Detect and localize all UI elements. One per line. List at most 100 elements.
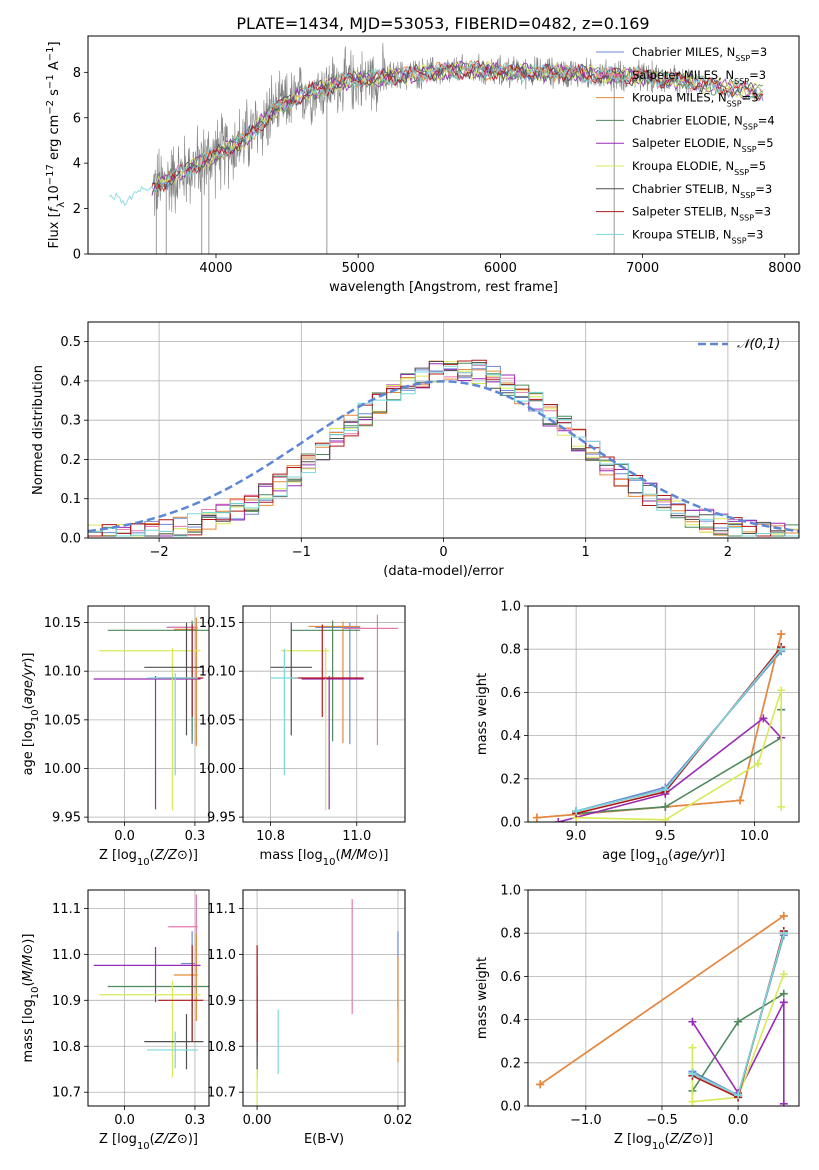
data-point: [753, 759, 762, 768]
y-axis-label: mass weight: [475, 673, 490, 755]
plot-area-residuals: [88, 359, 799, 537]
errorbar-salpeter-elodie: [301, 676, 364, 810]
x-tick-label: 5000: [342, 261, 375, 276]
y-axis-label: Normed distribution: [31, 365, 46, 495]
errorbar-salpeter-miles: [342, 614, 399, 746]
plot-area-massweight_vs_Z: [536, 911, 788, 1106]
y-tick-label: 4: [73, 157, 81, 172]
y-tick-label: 10.10: [199, 665, 236, 680]
y-tick-label: 10.9: [207, 994, 236, 1009]
series-salpeter-stelib: [572, 643, 786, 818]
y-tick-label: 10.7: [207, 1086, 236, 1101]
y-tick-label: 0.2: [60, 453, 81, 468]
figure-title: PLATE=1434, MJD=53053, FIBERID=0482, z=0…: [236, 14, 649, 33]
data-point: [779, 989, 788, 998]
axes-frame: [527, 889, 800, 1107]
data-point: [779, 1099, 788, 1106]
legend-entry: Kroupa STELIB, NSSP=3: [632, 227, 764, 245]
legend-entry: Chabrier ELODIE, NSSP=4: [632, 113, 775, 130]
y-tick-label: 1.0: [500, 600, 521, 615]
plot-area-mass_vs_Z: [93, 894, 209, 1078]
axes-frame: [242, 889, 406, 1107]
y-tick-label: 0.3: [60, 414, 81, 429]
errorbar-salpeter-elodie: [93, 676, 201, 810]
x-axis-label: (data-model)/error: [383, 564, 504, 579]
x-axis-label: Z [log10(Z/Z⊙)]: [99, 1132, 198, 1152]
x-axis-label: Z [log10(Z/Z⊙)]: [99, 848, 198, 868]
x-tick-label: −2: [150, 545, 169, 560]
errorbar-kroupa-stelib: [147, 1031, 198, 1069]
data-point: [661, 785, 670, 794]
axes-frame: [87, 889, 210, 1107]
legend-entry: Chabrier MILES, NSSP=3: [632, 45, 767, 63]
data-point: [734, 1017, 743, 1026]
plot-area-age_vs_Z: [93, 617, 209, 811]
series-kroupa-stelib: [688, 929, 788, 1100]
x-tick-label: 0.0: [728, 1113, 749, 1128]
data-point: [779, 998, 788, 1007]
axes-residuals: −2 −1 0 1 2 0.0 0.1 0.2 0.3 0.4 0.5 𝒩(0,1): [60, 321, 800, 560]
y-tick-label: 6: [73, 111, 81, 126]
data-point: [777, 802, 786, 811]
axes-frame: [87, 321, 800, 539]
y-tick-label: 0.1: [60, 492, 81, 507]
series-chabrier-elodie: [572, 705, 786, 818]
x-tick-label: 0.3: [185, 829, 206, 844]
errorbar-chabrier-stelib: [144, 622, 204, 736]
x-tick-label: 1: [582, 545, 590, 560]
x-tick-label: 10.8: [256, 829, 285, 844]
y-tick-label: 0.5: [60, 335, 81, 350]
x-tick-label: 0.3: [185, 1113, 206, 1128]
model-spectrum-salpeter-stelib: [151, 60, 764, 194]
data-point: [777, 630, 786, 639]
y-tick-label: 10.8: [207, 1040, 236, 1055]
spectrum-legend: Chabrier MILES, NSSP=3 Salpeter MILES, NS…: [596, 45, 775, 245]
normal-curve: [88, 380, 799, 533]
model-spectrum-kroupa-stelib: [108, 61, 764, 207]
series-kroupa-stelib: [572, 645, 786, 816]
axes-frame: [527, 605, 800, 823]
y-tick-label: 0.0: [60, 532, 81, 547]
data-point: [532, 813, 541, 822]
y-tick-label: 10.10: [44, 665, 81, 680]
y-tick-label: 0.4: [60, 374, 81, 389]
plot-area-massweight_vs_age: [532, 630, 786, 822]
x-tick-label: −1: [292, 545, 311, 560]
data-point: [572, 807, 581, 816]
axes-age_vs_Z: 0.0 0.3 9.95 10.00 10.05 10.10 10.15: [44, 605, 210, 844]
errorbar-kroupa-elodie: [99, 980, 201, 1078]
legend-entry: Kroupa ELODIE, NSSP=5: [632, 159, 766, 177]
x-axis-label: E(B-V): [304, 1132, 344, 1147]
x-tick-label: 8000: [768, 261, 801, 276]
data-point: [777, 686, 786, 695]
data-point: [736, 796, 745, 805]
y-tick-label: 0.2: [500, 772, 521, 787]
y-tick-label: 0: [73, 248, 81, 263]
errorbar-chabrier-stelib: [270, 622, 312, 736]
axes-mass_vs_Z: 0.0 0.3 10.7 10.8 10.9 11.0 11.1: [52, 889, 210, 1128]
histogram-kroupa-stelib: [88, 364, 799, 537]
axes-mass_vs_EBV: 0.00 0.02 10.7 10.8 10.9 11.0 11.1: [207, 889, 412, 1128]
y-tick-label: 10.05: [199, 713, 236, 728]
y-tick-label: 9.95: [52, 811, 81, 826]
y-tick-label: 10.00: [199, 762, 236, 777]
y-tick-label: 0.4: [500, 1013, 521, 1028]
legend-entry: Salpeter MILES, NSSP=3: [632, 68, 766, 86]
errorbar-kroupa-stelib: [147, 673, 198, 776]
y-tick-label: 0.0: [500, 1100, 521, 1115]
legend-entry: Salpeter ELODIE, NSSP=5: [632, 136, 774, 154]
y-tick-label: 0.0: [500, 816, 521, 831]
x-tick-label: 2: [724, 545, 732, 560]
x-tick-label: 0.0: [114, 829, 135, 844]
y-axis-label: mass [log10(M/M⊙)]: [21, 934, 41, 1063]
y-axis-label: mass weight: [475, 957, 490, 1039]
data-point: [554, 818, 563, 822]
x-tick-label: 6000: [484, 261, 517, 276]
series-salpeter-elodie: [688, 998, 788, 1106]
errorbar-chabrier-elodie: [107, 620, 209, 742]
y-tick-label: 11.1: [207, 902, 236, 917]
x-axis-label: mass [log10(M/M⊙)]: [260, 848, 389, 868]
data-point: [688, 1017, 697, 1026]
data-point: [779, 911, 788, 920]
x-tick-label: 0.00: [243, 1113, 272, 1128]
